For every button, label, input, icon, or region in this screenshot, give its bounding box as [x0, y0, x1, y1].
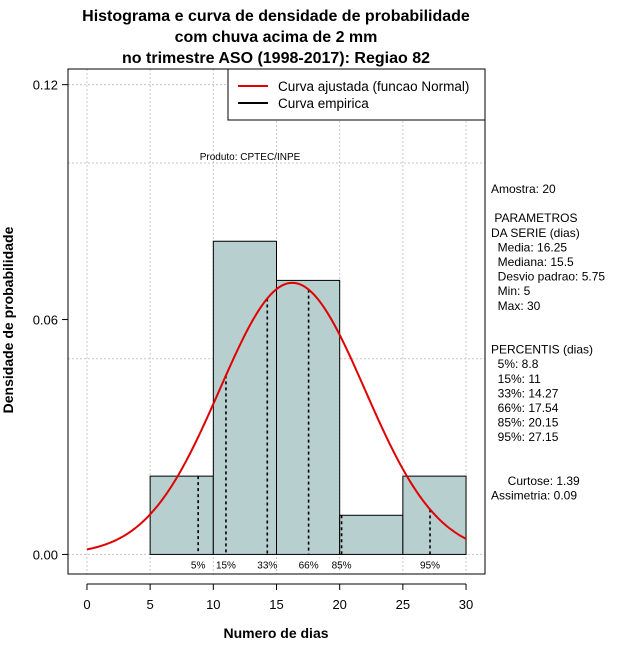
- stat-line: 5%: 8.8: [491, 357, 539, 371]
- stat-line: Amostra: 20: [491, 182, 556, 196]
- title-line: Histograma e curva de densidade de proba…: [82, 8, 470, 25]
- stat-line: Curtose: 1.39: [491, 474, 580, 488]
- histogram-bar: [149, 475, 214, 555]
- stat-line: 66%: 17.54: [491, 401, 559, 415]
- title-line: no trimestre ASO (1998-2017): Regiao 82: [122, 50, 430, 67]
- histogram-bar: [212, 240, 277, 555]
- x-tick-label: 25: [396, 597, 410, 612]
- y-axis-label: Densidade de probabilidade: [0, 226, 16, 413]
- stat-line: Assimetria: 0.09: [491, 489, 577, 503]
- percentile-label: 33%: [257, 560, 277, 571]
- stat-line: Media: 16.25: [491, 240, 567, 254]
- histogram-bars: [149, 240, 467, 555]
- stat-line: PERCENTIS (dias): [491, 343, 593, 357]
- x-tick-label: 0: [83, 597, 90, 612]
- stat-line: 95%: 27.15: [491, 430, 559, 444]
- axes: 0 5 10 15 20 25 30 0.00 0.06 0.12: [33, 78, 474, 612]
- stat-line: Mediana: 15.5: [491, 255, 574, 269]
- percentile-markers: 5% 15% 33% 66% 85% 95%: [191, 289, 440, 571]
- x-axis-label: Numero de dias: [223, 625, 328, 641]
- y-tick-label: 0.12: [33, 78, 58, 93]
- credit-label: Produto: CPTEC/INPE: [200, 152, 301, 163]
- stat-line: Max: 30: [491, 299, 541, 313]
- legend-box: [227, 68, 486, 121]
- y-tick-label: 0.00: [33, 547, 58, 562]
- percentile-label: 95%: [420, 560, 440, 571]
- percentile-label: 66%: [299, 560, 319, 571]
- x-tick-label: 10: [206, 597, 220, 612]
- chart-title: Histograma e curva de densidade de proba…: [82, 8, 470, 67]
- percentile-label: 5%: [191, 560, 206, 571]
- percentile-label: 85%: [332, 560, 352, 571]
- density-curve-group: [86, 281, 467, 551]
- stat-line: 15%: 11: [491, 372, 541, 386]
- title-line: com chuva acima de 2 mm: [175, 29, 378, 46]
- x-tick-label: 5: [147, 597, 154, 612]
- stat-line: DA SERIE (dias): [491, 226, 580, 240]
- histogram-bar: [339, 514, 404, 555]
- legend-label: Curva ajustada (funcao Normal): [278, 79, 469, 94]
- stat-line: Desvio padrao: 5.75: [491, 270, 605, 284]
- x-tick-label: 15: [269, 597, 283, 612]
- percentile-label: 15%: [216, 560, 236, 571]
- x-tick-label: 30: [459, 597, 473, 612]
- stat-line: 33%: 14.27: [491, 386, 559, 400]
- stat-line: Min: 5: [491, 284, 531, 298]
- legend-label: Curva empirica: [278, 96, 369, 111]
- y-tick-label: 0.06: [33, 313, 58, 328]
- x-tick-label: 20: [332, 597, 346, 612]
- legend: Curva ajustada (funcao Normal) Curva empi…: [227, 68, 486, 121]
- stat-line: 85%: 20.15: [491, 416, 559, 430]
- fitted-normal-curve: [86, 281, 467, 551]
- stat-line: PARAMETROS: [491, 211, 577, 225]
